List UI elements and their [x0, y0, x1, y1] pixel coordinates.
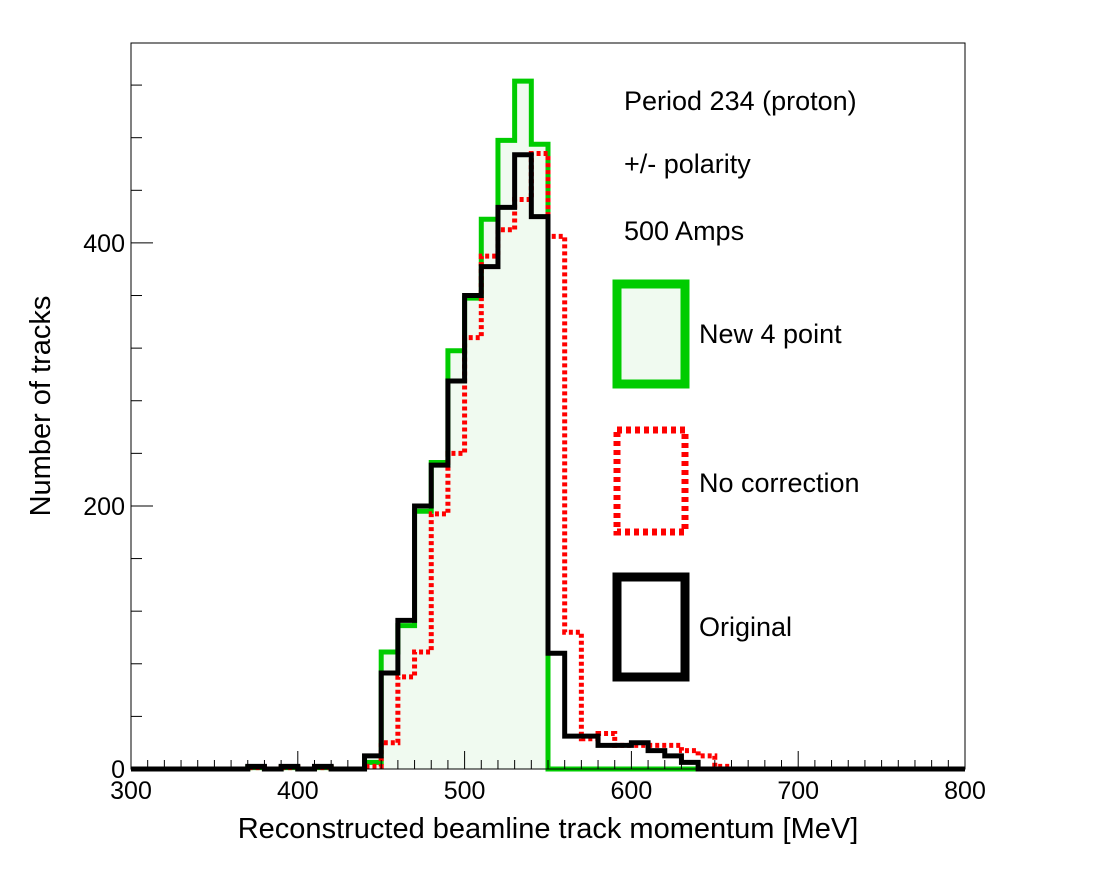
x-axis-label: Reconstructed beamline track momentum [M… — [238, 813, 859, 845]
y-tick-label: 0 — [111, 756, 125, 784]
x-tick-label: 800 — [944, 777, 986, 805]
y-tick-label: 200 — [83, 493, 125, 521]
legend-label-original: Original — [699, 612, 792, 642]
x-tick-label: 700 — [777, 777, 819, 805]
legend-label-no-correction: No correction — [699, 468, 860, 498]
y-axis-label: Number of tracks — [25, 296, 57, 517]
legend: New 4 point No correction Original — [612, 279, 860, 682]
x-tick-label: 500 — [444, 777, 486, 805]
y-tick-label: 400 — [83, 230, 125, 258]
x-tick-label: 600 — [611, 777, 653, 805]
x-tick-label: 300 — [110, 777, 152, 805]
legend-swatch-no-correction — [613, 426, 689, 536]
annotation-period: Period 234 (proton) — [624, 86, 857, 116]
annotation-current: 500 Amps — [624, 216, 744, 246]
legend-swatch-original — [612, 572, 690, 682]
annotations: Period 234 (proton) +/- polarity 500 Amp… — [624, 86, 857, 246]
axes: 300 400 500 600 700 800 0 200 400 — [83, 42, 986, 805]
annotation-polarity: +/- polarity — [624, 149, 751, 179]
x-tick-label: 400 — [277, 777, 319, 805]
legend-label-new-4-point: New 4 point — [699, 319, 842, 349]
legend-swatch-new-4-point — [612, 279, 690, 389]
